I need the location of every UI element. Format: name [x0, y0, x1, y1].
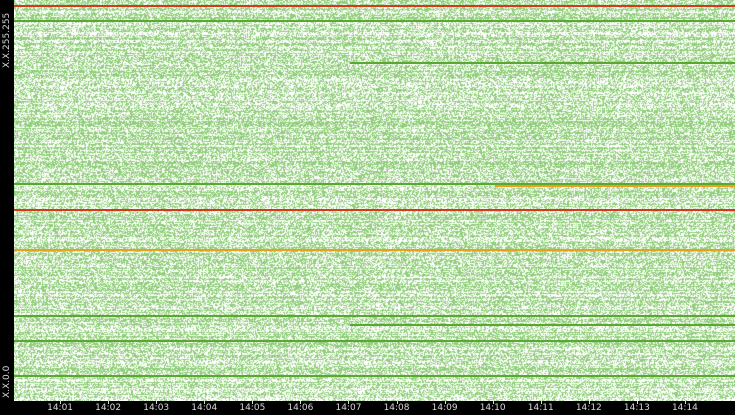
x-tick-label: 14:11	[527, 403, 554, 413]
x-tick-mark	[636, 401, 638, 404]
heatmap-row-5	[14, 209, 735, 212]
x-tick-mark	[252, 401, 254, 404]
x-tick-label: 14:14	[671, 403, 698, 413]
heatmap-row-8	[350, 324, 735, 327]
y-axis: X.X.255.255 X.X.0.0	[0, 0, 14, 401]
x-tick-mark	[492, 401, 494, 404]
y-tick-label-bottom: X.X.0.0	[2, 365, 12, 398]
x-tick-mark	[588, 401, 590, 404]
x-tick-label: 14:09	[431, 403, 458, 413]
x-tick-label: 14:05	[239, 403, 266, 413]
heatmap-row-4	[494, 184, 735, 187]
x-tick-mark	[204, 401, 206, 404]
x-tick-label: 14:03	[143, 403, 170, 413]
x-tick-label: 14:04	[191, 403, 218, 413]
x-tick-mark	[684, 401, 686, 404]
x-axis: 14:01 14:02 14:03 14:04 14:05 14:06 14:07 14:08…	[0, 401, 735, 415]
x-tick-label: 14:10	[479, 403, 506, 413]
x-tick-mark	[540, 401, 542, 404]
heatmap-row-0	[14, 4, 735, 7]
x-tick-label: 14:02	[95, 403, 122, 413]
x-tick-mark	[60, 401, 62, 404]
heatmap-row-7	[14, 314, 735, 317]
heatmap-row-3	[14, 182, 735, 185]
heatmap-dots-canvas	[14, 0, 735, 401]
heatmap-row-10	[14, 374, 735, 377]
x-tick-label: 14:06	[287, 403, 314, 413]
y-tick-label-top: X.X.255.255	[2, 12, 12, 68]
x-tick-label: 14:13	[623, 403, 650, 413]
x-tick-mark	[156, 401, 158, 404]
heatmap-row-6	[14, 248, 735, 251]
x-tick-label: 14:07	[335, 403, 362, 413]
x-tick-mark	[300, 401, 302, 404]
x-tick-mark	[348, 401, 350, 404]
x-tick-mark	[444, 401, 446, 404]
x-tick-label: 14:08	[383, 403, 410, 413]
x-tick-label: 14:12	[575, 403, 602, 413]
heatmap-plot-area[interactable]	[14, 0, 735, 401]
heatmap-row-1	[14, 20, 735, 23]
x-tick-mark	[108, 401, 110, 404]
x-tick-label: 14:01	[47, 403, 74, 413]
heatmap-row-2	[350, 62, 735, 65]
x-tick-mark	[396, 401, 398, 404]
heatmap-row-9	[14, 340, 735, 343]
